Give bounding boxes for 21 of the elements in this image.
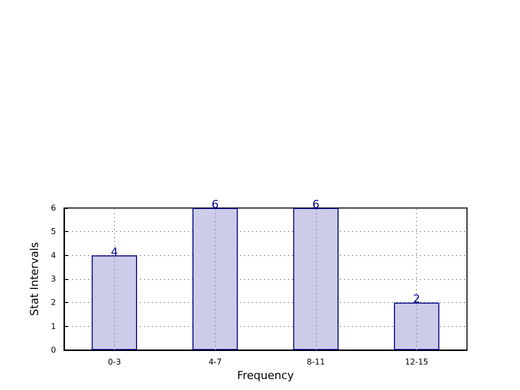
bar xyxy=(92,255,138,350)
bar xyxy=(293,208,339,350)
y-tick-label: 5 xyxy=(50,227,56,236)
y-tick-label: 6 xyxy=(50,204,56,212)
y-tick-label: 1 xyxy=(50,322,56,331)
data-label: 4 xyxy=(110,245,118,258)
x-tick-label: 8-11 xyxy=(306,358,325,366)
data-label: 2 xyxy=(413,292,420,306)
data-label: 6 xyxy=(312,198,320,211)
y-tick-label: 4 xyxy=(50,250,56,260)
x-tick-label: 0-3 xyxy=(108,358,121,366)
x-tick-label: 12-15 xyxy=(405,358,428,366)
bar xyxy=(394,302,440,350)
bar xyxy=(192,208,238,350)
y-tick-label: 0 xyxy=(50,346,56,354)
data-label: 6 xyxy=(212,198,219,211)
y-axis-title: Stat Intervals xyxy=(28,242,42,316)
x-tick-label: 4-7 xyxy=(208,358,222,366)
y-tick-label: 2 xyxy=(50,298,56,308)
x-axis-title: Frequency xyxy=(237,369,294,382)
y-tick-label: 3 xyxy=(50,274,56,284)
